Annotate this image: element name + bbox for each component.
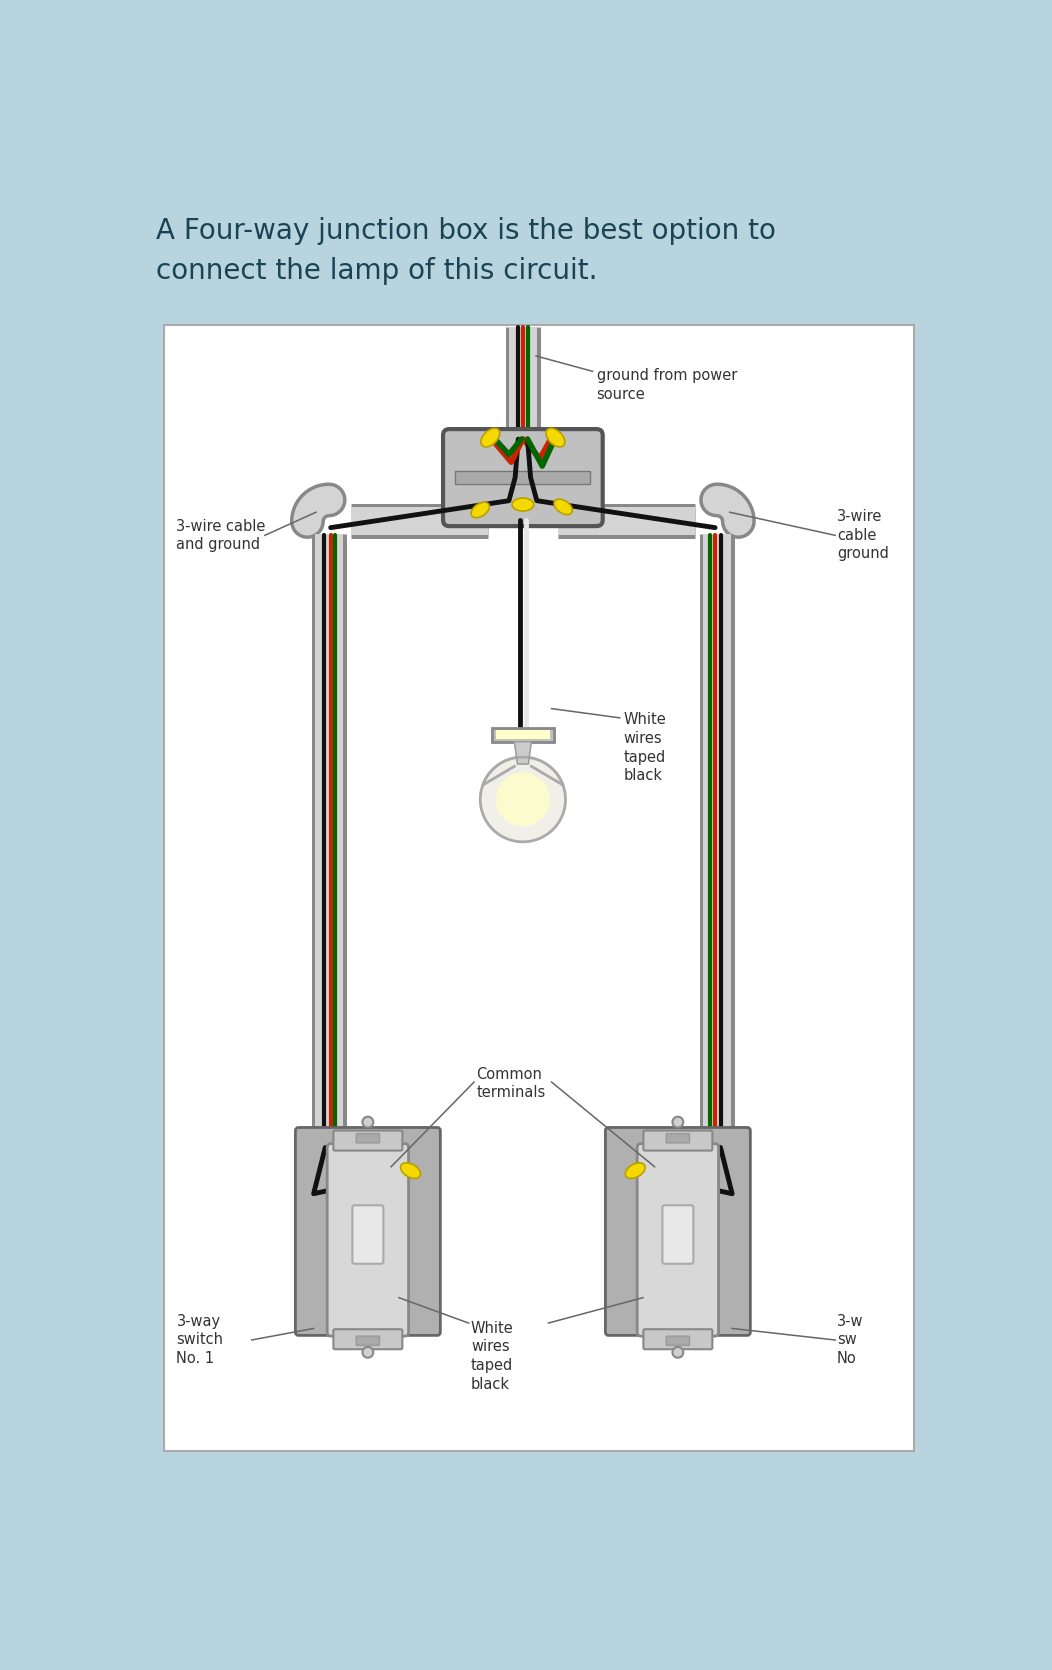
- Ellipse shape: [471, 503, 489, 518]
- Polygon shape: [514, 741, 531, 765]
- FancyBboxPatch shape: [638, 1144, 719, 1336]
- FancyBboxPatch shape: [333, 1131, 402, 1151]
- Circle shape: [363, 1348, 373, 1358]
- Text: Common
terminals: Common terminals: [477, 1067, 546, 1101]
- Circle shape: [481, 757, 566, 842]
- FancyBboxPatch shape: [666, 1134, 689, 1142]
- FancyBboxPatch shape: [357, 1336, 380, 1346]
- Polygon shape: [483, 757, 563, 785]
- Text: A Four-way junction box is the best option to
connect the lamp of this circuit.: A Four-way junction box is the best opti…: [157, 217, 776, 286]
- FancyBboxPatch shape: [644, 1329, 712, 1349]
- FancyBboxPatch shape: [357, 1134, 380, 1142]
- FancyBboxPatch shape: [164, 326, 914, 1451]
- Ellipse shape: [554, 499, 572, 514]
- Circle shape: [495, 773, 550, 827]
- Ellipse shape: [481, 428, 500, 448]
- Ellipse shape: [625, 1162, 645, 1179]
- FancyBboxPatch shape: [492, 728, 553, 741]
- Ellipse shape: [401, 1162, 421, 1179]
- Ellipse shape: [512, 498, 533, 511]
- FancyBboxPatch shape: [605, 1127, 750, 1336]
- Text: 3-wire cable
and ground: 3-wire cable and ground: [177, 519, 266, 553]
- Text: White
wires
taped
black: White wires taped black: [471, 1321, 513, 1391]
- Circle shape: [672, 1348, 684, 1358]
- FancyBboxPatch shape: [333, 1329, 402, 1349]
- Text: 3-way
switch
No. 1: 3-way switch No. 1: [177, 1314, 223, 1366]
- Text: 3-w
sw
No: 3-w sw No: [836, 1314, 864, 1366]
- FancyBboxPatch shape: [495, 730, 550, 740]
- FancyBboxPatch shape: [352, 1206, 383, 1264]
- FancyBboxPatch shape: [132, 200, 947, 326]
- Text: 3-wire
cable
ground: 3-wire cable ground: [836, 509, 889, 561]
- Ellipse shape: [546, 428, 565, 448]
- Circle shape: [672, 1117, 684, 1127]
- FancyBboxPatch shape: [456, 471, 590, 484]
- Circle shape: [363, 1117, 373, 1127]
- FancyBboxPatch shape: [296, 1127, 441, 1336]
- FancyBboxPatch shape: [666, 1336, 689, 1346]
- FancyBboxPatch shape: [443, 429, 603, 526]
- FancyBboxPatch shape: [644, 1131, 712, 1151]
- FancyBboxPatch shape: [663, 1206, 693, 1264]
- FancyBboxPatch shape: [327, 1144, 408, 1336]
- Text: White
wires
taped
black: White wires taped black: [624, 713, 666, 783]
- Text: ground from power
source: ground from power source: [596, 369, 736, 402]
